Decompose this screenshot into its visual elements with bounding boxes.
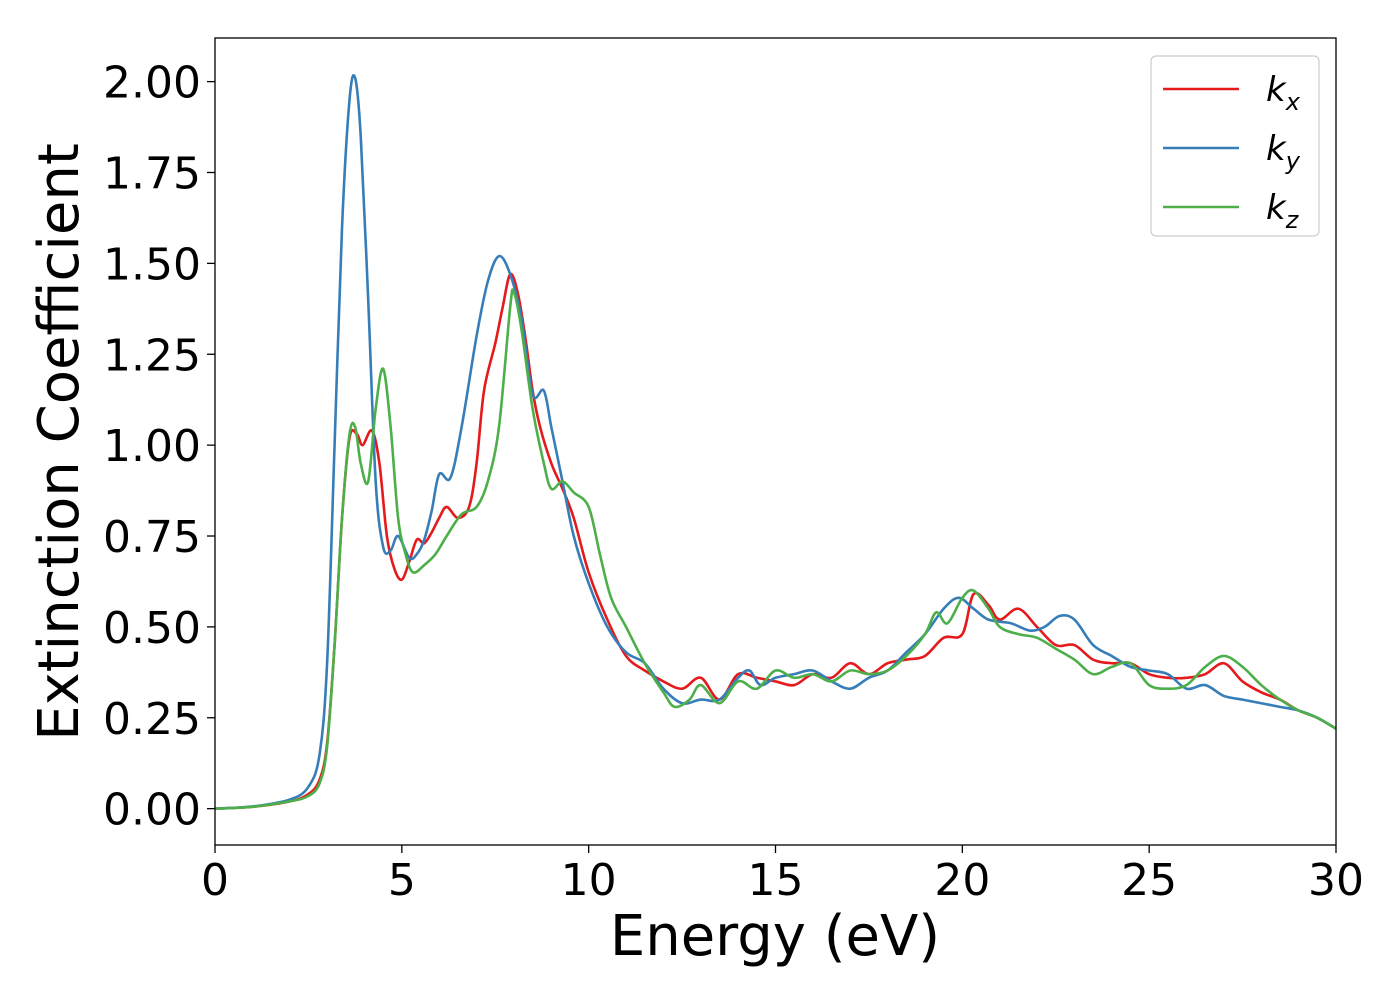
legend: kx ky kz <box>1150 55 1320 237</box>
y-tick-label: 1.00 <box>103 421 201 472</box>
x-tick-label: 20 <box>934 855 990 906</box>
x-tick-label: 0 <box>201 855 229 906</box>
x-tick-label: 15 <box>748 855 804 906</box>
x-tick-label: 5 <box>388 855 416 906</box>
legend-label-x: kx <box>1266 70 1301 116</box>
series-layer <box>215 74 1336 810</box>
y-axis-title: Extinction Coefficient <box>27 143 92 741</box>
series-line-x <box>215 272 1336 810</box>
y-tick-label: 1.50 <box>103 239 201 290</box>
legend-box <box>1150 55 1320 237</box>
x-tick-label: 25 <box>1121 855 1177 906</box>
y-tick-label: 2.00 <box>103 58 201 109</box>
y-tick-label: 0.75 <box>103 512 201 563</box>
x-tick-label: 10 <box>561 855 617 906</box>
x-tick-label: 30 <box>1308 855 1364 906</box>
y-tick-label: 0.50 <box>103 603 201 654</box>
y-tick-label: 1.25 <box>103 330 201 381</box>
x-axis-title: Energy (eV) <box>610 904 940 969</box>
y-tick-label: 0.25 <box>103 694 201 745</box>
legend-label-z: kz <box>1266 188 1300 234</box>
series-line-y <box>215 74 1336 810</box>
y-tick-label: 1.75 <box>103 149 201 200</box>
series-line-z <box>215 288 1336 810</box>
y-tick-label: 0.00 <box>103 785 201 836</box>
legend-label-y: ky <box>1266 129 1301 175</box>
ticks-layer: 0 5 10 15 20 25 30 0.00 0.25 0.50 0.75 1.00 1.25 1.50… <box>103 58 1364 906</box>
